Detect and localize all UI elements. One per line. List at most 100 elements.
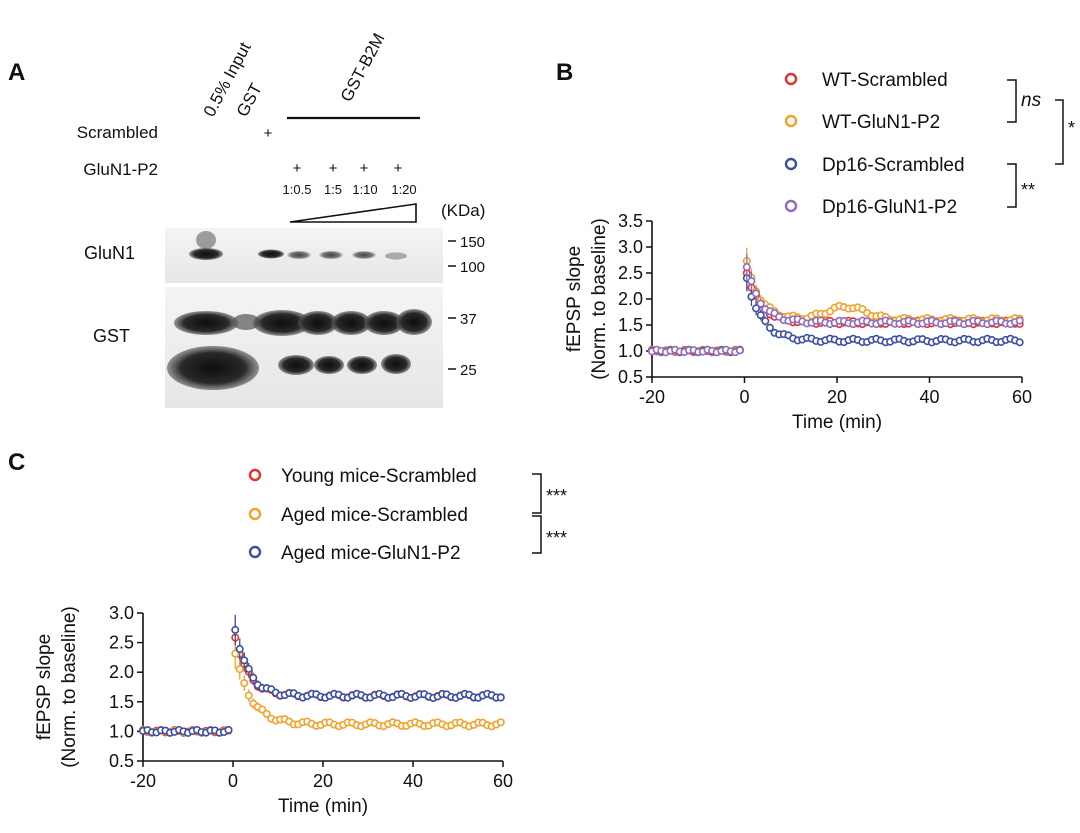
y-tick-label: 2.5 xyxy=(618,263,643,283)
gluN1-plus-2: + xyxy=(329,160,338,177)
bracket-label-double-star: ** xyxy=(1021,180,1035,200)
bracket-label-star: * xyxy=(1068,118,1075,138)
blot-label-gluN1: GluN1 xyxy=(84,243,135,263)
gst-band-37 xyxy=(396,309,432,335)
x-tick-label: -20 xyxy=(639,387,665,407)
gst-band-25 xyxy=(278,355,314,375)
gradient-wedge xyxy=(289,203,417,223)
marker-100: 100 xyxy=(460,259,485,276)
blot-label-gst: GST xyxy=(93,326,130,346)
gluN1-band xyxy=(319,250,343,260)
gluN1-band xyxy=(352,251,376,259)
legend-entry: Dp16-Scrambled xyxy=(822,155,965,176)
bracket-ns xyxy=(1007,79,1017,123)
bracket-label-triple-star: *** xyxy=(546,486,567,506)
gluN1-band xyxy=(385,252,407,260)
data-point xyxy=(224,725,233,734)
data-point xyxy=(1015,338,1024,347)
data-point xyxy=(249,673,258,682)
chart-b-legend: WT-Scrambled WT-GluN1-P2 Dp16-Scrambled … xyxy=(784,70,1075,218)
gst-band-37 xyxy=(232,314,260,330)
legend-entry: Young mice-Scrambled xyxy=(281,466,477,487)
series-aged-mice-scrambled xyxy=(139,638,505,737)
data-point xyxy=(1015,316,1024,325)
row-label-gluN1-p2: GluN1-P2 xyxy=(83,160,158,179)
data-point xyxy=(240,679,249,688)
panel-label-c: C xyxy=(8,449,25,476)
gst-band-25 xyxy=(347,356,377,374)
x-tick-label: 60 xyxy=(1012,387,1032,407)
ratio-label: 1:10 xyxy=(352,182,377,197)
ratio-label: 1:20 xyxy=(391,182,416,197)
bracket-triple-star xyxy=(532,473,542,514)
data-point xyxy=(756,311,765,320)
y-tick-label: 3.0 xyxy=(109,603,134,623)
y-tick-label: 2.0 xyxy=(109,662,134,682)
y-tick-label: 0.5 xyxy=(109,751,134,771)
gluN1-band xyxy=(258,249,284,259)
gluN1-plus-3: + xyxy=(360,160,369,177)
gluN1-plus-4: + xyxy=(394,160,403,177)
x-tick-label: 20 xyxy=(313,771,333,791)
bracket-star xyxy=(1055,99,1064,165)
y-tick-label: 3.0 xyxy=(618,237,643,257)
col-label-gst-b2m: GST-B2M xyxy=(337,30,389,105)
data-point xyxy=(231,625,240,634)
x-tick-label: 40 xyxy=(919,387,939,407)
bracket-label-triple-star: *** xyxy=(546,528,567,548)
y-tick-label: 2.0 xyxy=(618,289,643,309)
gst-band-25 xyxy=(167,346,259,390)
chart-c: Young mice-Scrambled Aged mice-Scrambled… xyxy=(34,466,567,817)
data-point xyxy=(262,709,271,718)
marker-150: 150 xyxy=(460,234,485,251)
legend-marker xyxy=(248,545,262,559)
ratio-label: 1:0.5 xyxy=(283,182,312,197)
x-axis-label: Time (min) xyxy=(792,412,882,433)
y-tick-label: 1.0 xyxy=(618,341,643,361)
gst-band-37 xyxy=(298,311,338,335)
data-point xyxy=(765,323,774,332)
bracket-triple-star xyxy=(532,515,542,554)
bracket-double-star xyxy=(1007,163,1017,208)
gst-band-37 xyxy=(174,311,238,335)
data-point xyxy=(258,705,267,714)
data-point xyxy=(752,289,761,298)
bracket-label-ns: ns xyxy=(1021,90,1042,111)
chart-b: WT-Scrambled WT-GluN1-P2 Dp16-Scrambled … xyxy=(564,70,1075,433)
kda-label: (KDa) xyxy=(441,201,485,220)
gst-band-25 xyxy=(381,354,411,374)
data-point xyxy=(761,317,770,326)
data-point xyxy=(496,718,505,727)
gst-band-37 xyxy=(253,310,311,336)
legend-marker xyxy=(248,468,262,482)
x-tick-label: -20 xyxy=(130,771,156,791)
data-point xyxy=(231,649,240,658)
y-tick-label: 0.5 xyxy=(618,367,643,387)
data-point xyxy=(747,277,756,286)
y-tick-label: 1.0 xyxy=(109,721,134,741)
marker-37: 37 xyxy=(460,311,477,328)
y-axis-label: fEPSP slope xyxy=(564,246,585,352)
y-tick-label: 1.5 xyxy=(618,315,643,335)
y-tick-label: 3.5 xyxy=(618,211,643,231)
y-axis-label-units: (Norm. to baseline) xyxy=(589,218,610,380)
legend-entry: WT-Scrambled xyxy=(822,70,948,91)
chart-c-legend: Young mice-Scrambled Aged mice-Scrambled… xyxy=(248,466,567,564)
data-point xyxy=(742,263,751,272)
legend-marker xyxy=(784,199,798,213)
legend-marker xyxy=(784,72,798,86)
data-point xyxy=(235,645,244,654)
scrambled-plus: + xyxy=(264,125,273,142)
x-tick-label: 0 xyxy=(739,387,749,407)
y-axis-label-units: (Norm. to baseline) xyxy=(59,606,80,768)
col-label-gst: GST xyxy=(233,80,266,120)
data-point xyxy=(235,665,244,674)
panel-label-b: B xyxy=(556,59,573,86)
gst-band-25 xyxy=(314,356,344,374)
legend-entry: Aged mice-Scrambled xyxy=(281,505,468,526)
marker-25: 25 xyxy=(460,362,477,379)
data-point xyxy=(244,664,253,673)
gst-band-37 xyxy=(364,311,404,335)
data-point xyxy=(752,304,761,313)
